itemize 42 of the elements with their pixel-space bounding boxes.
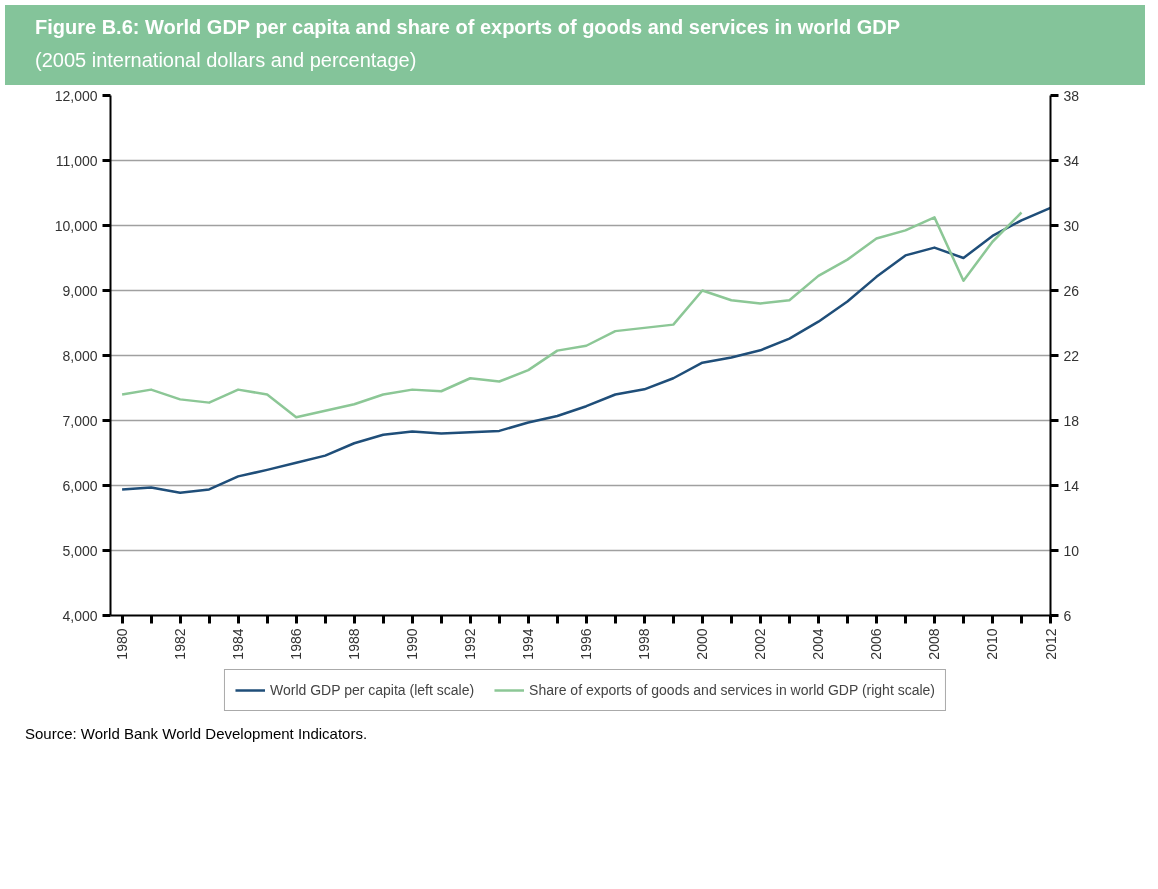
- y2-tick-label: 26: [1063, 282, 1080, 299]
- x-tick-label: 2008: [926, 628, 943, 660]
- legend-label: Share of exports of goods and services in world GDP (right scale): [529, 682, 936, 698]
- chart-title: Figure B.6: World GDP per capita and share of exports of goods and services in world GDP: [35, 15, 900, 40]
- x-tick-label: 1996: [578, 628, 595, 660]
- y-tick-label: 10,000: [54, 217, 98, 234]
- y2-tick-label: 38: [1063, 87, 1080, 104]
- x-tick-label: 2010: [984, 628, 1001, 660]
- y-tick-label: 4,000: [62, 607, 98, 624]
- y-tick-label: 12,000: [54, 87, 98, 104]
- x-tick-label: 1986: [288, 628, 305, 660]
- y2-tick-label: 14: [1063, 477, 1080, 494]
- x-tick-label: 1988: [346, 628, 363, 660]
- legend-label: World GDP per capita (left scale): [269, 682, 475, 698]
- x-tick-label: 2006: [868, 628, 885, 660]
- x-tick-label: 2000: [694, 628, 711, 660]
- y2-tick-label: 10: [1063, 542, 1080, 559]
- line-series: [120, 206, 1051, 494]
- x-tick-label: 1998: [636, 628, 653, 660]
- x-tick-label: 1982: [172, 628, 189, 660]
- x-tick-label: 1992: [462, 628, 479, 660]
- y2-tick-label: 34: [1063, 152, 1080, 169]
- line-series: [120, 211, 1023, 419]
- x-tick-label: 2004: [810, 628, 827, 660]
- chart-subtitle: (2005 international dollars and percentage): [35, 47, 418, 73]
- x-tick-label: 1990: [404, 628, 421, 660]
- y-tick-label: 5,000: [62, 542, 98, 559]
- y-tick-label: 7,000: [62, 412, 98, 429]
- y-tick-label: 8,000: [62, 347, 98, 364]
- y2-tick-label: 30: [1063, 217, 1080, 234]
- y-tick-label: 11,000: [55, 152, 98, 169]
- y2-tick-label: 18: [1063, 412, 1080, 429]
- y-tick-label: 9,000: [62, 282, 98, 299]
- x-tick-label: 2002: [752, 628, 769, 660]
- x-tick-label: 1994: [520, 628, 537, 660]
- x-tick-label: 1984: [230, 628, 247, 660]
- x-tick-label: 1980: [114, 628, 131, 660]
- y-tick-label: 6,000: [62, 477, 98, 494]
- y2-tick-label: 22: [1063, 347, 1080, 364]
- y2-tick-label: 6: [1063, 607, 1072, 624]
- x-tick-label: 2012: [1042, 628, 1059, 660]
- source-note: Source: World Bank World Development Indicators.: [25, 724, 368, 744]
